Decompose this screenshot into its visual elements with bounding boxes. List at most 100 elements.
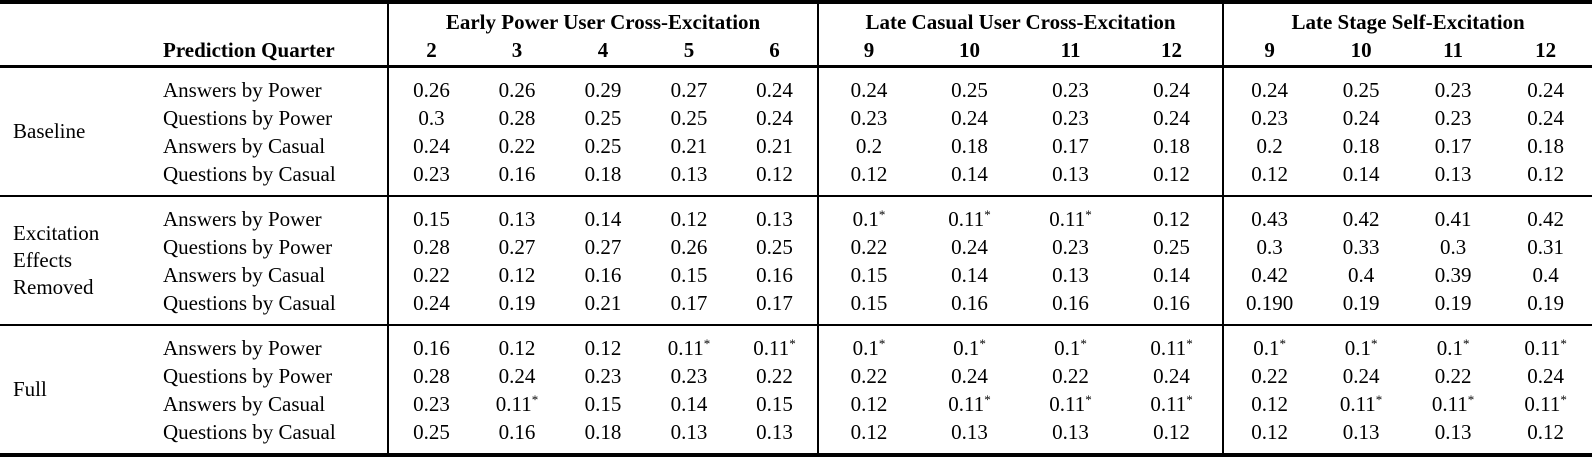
value-cell: 0.12 [498,336,536,360]
value-cell: 0.22 [1222,362,1316,390]
value-cell: 0.13 [670,420,708,444]
value-cell: 0.16 [1052,291,1089,315]
value-cell: 0.12 [1222,390,1316,418]
significance-star: * [878,207,886,222]
value-cell: 0.27 [498,235,536,259]
group-title-early-power: Early Power User Cross-Excitation [386,2,819,36]
value-cell: 0.21 [670,134,708,158]
significance-star: * [1080,336,1087,351]
value-cell: 0.13 [1342,420,1380,444]
value-cell: 0.24 [1527,106,1564,130]
value-cell: 0.16 [1153,291,1190,315]
row-label: Answers by Power [163,207,322,231]
value-cell: 0.11* [948,392,991,416]
value-cell: 0.24 [1153,78,1190,102]
group-label: Excitation Effects Removed [13,221,100,299]
value-cell: 0.17 [670,291,708,315]
value-cell: 0.14 [1153,263,1190,287]
value-cell: 0.12 [498,263,536,287]
value-cell: 0.22 [1434,364,1472,388]
value-cell: 0.24 [951,364,988,388]
value-cell: 0.16 [951,291,988,315]
value-cell: 0.2 [817,132,920,160]
value-cell: 0.25 [584,106,622,130]
value-cell: 0.29 [584,78,622,102]
significance-star: * [1467,392,1475,407]
row-label: Answers by Power [163,336,322,360]
significance-star: * [703,336,711,351]
value-cell: 0.11* [1049,207,1092,231]
row-label: Answers by Casual [163,263,326,287]
value-cell: 0.16 [387,325,474,362]
value-cell: 0.11* [1431,392,1475,416]
significance-star: * [1462,336,1470,351]
value-cell: 0.23 [1434,78,1472,102]
value-cell: 0.19 [1342,291,1380,315]
value-cell: 0.23 [1434,106,1472,130]
group-label: Baseline [13,119,86,143]
quarter-header-cell: 9 [1222,36,1316,67]
significance-star: * [979,336,986,351]
value-cell: 0.1* [1436,336,1470,360]
significance-star: * [1375,392,1383,407]
row-group: Full Answers by Power 0.16 0.12 0.12 0.11* 0.1… [0,325,1592,455]
value-cell: 0.16 [584,263,622,287]
value-cell: 0.16 [498,162,536,186]
value-cell: 0.28 [387,362,474,390]
value-cell: 0.19 [498,291,536,315]
value-cell: 0.28 [498,106,536,130]
value-cell: 0.23 [817,104,920,132]
value-cell: 0.23 [1052,78,1089,102]
value-cell: 0.1* [1344,336,1378,360]
value-cell: 0.31 [1527,235,1564,259]
quarter-header-cell: 6 [769,38,780,62]
value-cell: 0.21 [584,291,622,315]
value-cell: 0.14 [670,392,708,416]
quarter-header-cell: 10 [1350,38,1372,62]
value-cell: 0.12 [817,390,920,418]
row-group: Excitation Effects Removed Answers by Pow… [0,196,1592,325]
value-cell: 0.22 [756,364,793,388]
value-cell: 0.23 [1052,235,1089,259]
value-cell: 0.15 [817,289,920,325]
quarter-header-cell: 11 [1443,38,1463,62]
significance-star: * [789,336,796,351]
significance-star: * [1085,392,1092,407]
quarter-header-cell: 11 [1060,38,1081,62]
value-cell: 0.16 [498,420,536,444]
quarter-header-cell: 12 [1161,38,1183,62]
table-row: Answers by Casual 0.24 0.22 0.25 0.21 0.21 0.2… [0,132,1592,160]
value-cell: 0.22 [817,362,920,390]
significance-star: * [1560,336,1567,351]
value-cell: 0.23 [1222,104,1316,132]
value-cell: 0.13 [1434,162,1472,186]
value-cell: 0.41 [1434,207,1472,231]
value-cell: 0.18 [584,420,622,444]
quarter-header-cell: 2 [387,36,474,67]
value-cell: 0.11* [1524,336,1567,360]
table-row: Questions by Power 0.28 0.27 0.27 0.26 0.25 0.… [0,233,1592,261]
value-cell: 0.25 [756,235,793,259]
value-cell: 0.24 [1153,106,1190,130]
value-cell: 0.18 [584,162,622,186]
value-cell: 0.18 [1527,134,1564,158]
value-cell: 0.12 [670,207,708,231]
value-cell: 0.19 [1527,291,1564,315]
value-cell: 0.24 [1342,364,1380,388]
value-cell: 0.12 [1222,160,1316,196]
value-cell: 0.11* [667,336,711,360]
value-cell: 0.14 [951,263,988,287]
row-label: Questions by Power [163,235,333,259]
empty-cell [0,36,150,67]
value-cell: 0.39 [1434,263,1472,287]
value-cell: 0.13 [756,420,793,444]
table-row: Questions by Power 0.28 0.24 0.23 0.23 0.22 0.… [0,362,1592,390]
table-row: Questions by Casual 0.23 0.16 0.18 0.13 0.12 0… [0,160,1592,196]
value-cell: 0.18 [1342,134,1380,158]
value-cell: 0.22 [387,261,474,289]
table-row: Answers by Casual 0.23 0.11* 0.15 0.14 0.15 0.… [0,390,1592,418]
value-cell: 0.15 [817,261,920,289]
value-cell: 0.24 [951,106,988,130]
row-label: Answers by Casual [163,134,326,158]
value-cell: 0.27 [670,78,708,102]
